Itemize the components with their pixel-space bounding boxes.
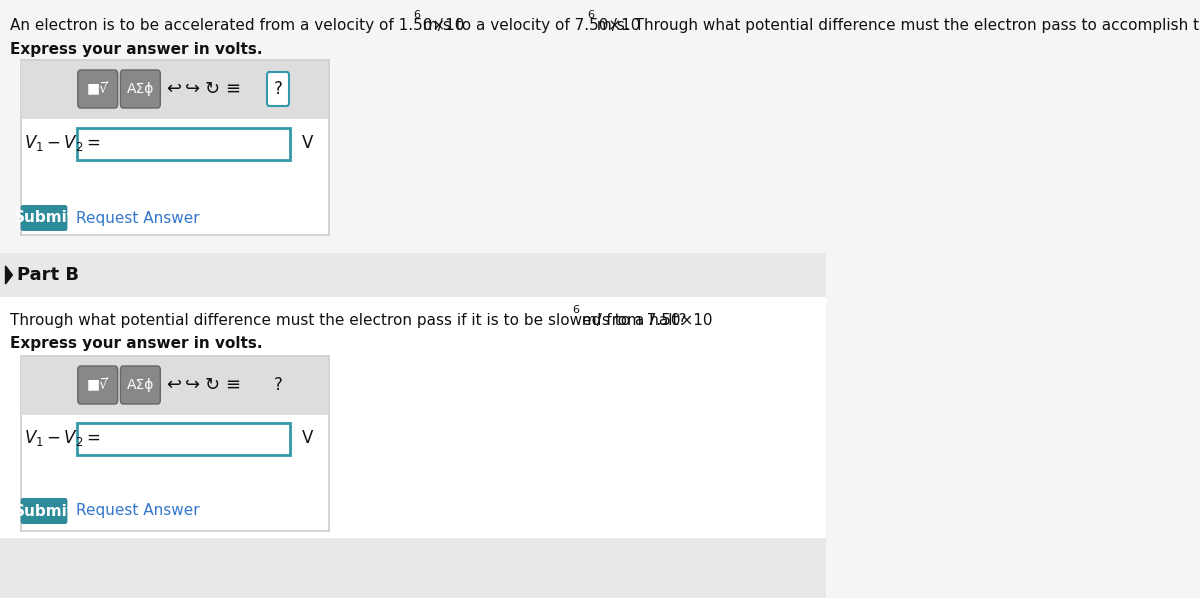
Text: ≡: ≡ xyxy=(226,80,240,98)
Polygon shape xyxy=(6,266,12,284)
Bar xyxy=(0,538,826,598)
Bar xyxy=(22,61,329,119)
Text: AΣϕ: AΣϕ xyxy=(127,378,154,392)
Text: Request Answer: Request Answer xyxy=(76,210,199,225)
Text: Submit: Submit xyxy=(13,210,74,225)
Text: AΣϕ: AΣϕ xyxy=(127,82,154,96)
Text: 6: 6 xyxy=(588,10,595,20)
Text: ↪: ↪ xyxy=(185,80,200,98)
FancyBboxPatch shape xyxy=(78,366,118,404)
Text: $V_1 - V_2 =$: $V_1 - V_2 =$ xyxy=(24,428,101,448)
Text: V: V xyxy=(301,134,313,152)
Text: ■√̅: ■√̅ xyxy=(86,82,109,96)
Text: V: V xyxy=(301,429,313,447)
Text: ■√̅: ■√̅ xyxy=(86,378,109,392)
Text: $V_1 - V_2 =$: $V_1 - V_2 =$ xyxy=(24,133,101,153)
Bar xyxy=(0,253,826,297)
Text: ↻: ↻ xyxy=(204,376,220,394)
Bar xyxy=(20,60,329,235)
Text: ↩: ↩ xyxy=(167,80,181,98)
Text: Through what potential difference must the electron pass if it is to be slowed f: Through what potential difference must t… xyxy=(11,313,713,328)
Text: Express your answer in volts.: Express your answer in volts. xyxy=(11,336,263,351)
FancyBboxPatch shape xyxy=(266,72,289,106)
FancyBboxPatch shape xyxy=(20,498,67,524)
FancyBboxPatch shape xyxy=(120,70,161,108)
Text: m/s. Through what potential difference must the electron pass to accomplish this: m/s. Through what potential difference m… xyxy=(593,18,1200,33)
FancyBboxPatch shape xyxy=(78,70,118,108)
Text: ↩: ↩ xyxy=(167,376,181,394)
Text: Express your answer in volts.: Express your answer in volts. xyxy=(11,42,263,57)
Bar xyxy=(77,128,290,160)
Text: ?: ? xyxy=(274,376,282,394)
Bar xyxy=(22,357,329,415)
Text: 6: 6 xyxy=(572,305,580,315)
FancyBboxPatch shape xyxy=(120,366,161,404)
Bar xyxy=(0,297,826,598)
Text: An electron is to be accelerated from a velocity of 1.50×10: An electron is to be accelerated from a … xyxy=(11,18,464,33)
Bar xyxy=(20,356,329,531)
Text: ↻: ↻ xyxy=(204,80,220,98)
Bar xyxy=(77,423,290,455)
Text: Part B: Part B xyxy=(17,266,79,284)
Text: m/s to a halt?: m/s to a halt? xyxy=(577,313,686,328)
Text: m/s to a velocity of 7.50×10: m/s to a velocity of 7.50×10 xyxy=(419,18,641,33)
Text: ?: ? xyxy=(274,80,282,98)
FancyBboxPatch shape xyxy=(20,205,67,231)
Text: ≡: ≡ xyxy=(226,376,240,394)
Text: Submit: Submit xyxy=(13,504,74,518)
Text: Request Answer: Request Answer xyxy=(76,504,199,518)
Text: 6: 6 xyxy=(414,10,420,20)
Text: ↪: ↪ xyxy=(185,376,200,394)
